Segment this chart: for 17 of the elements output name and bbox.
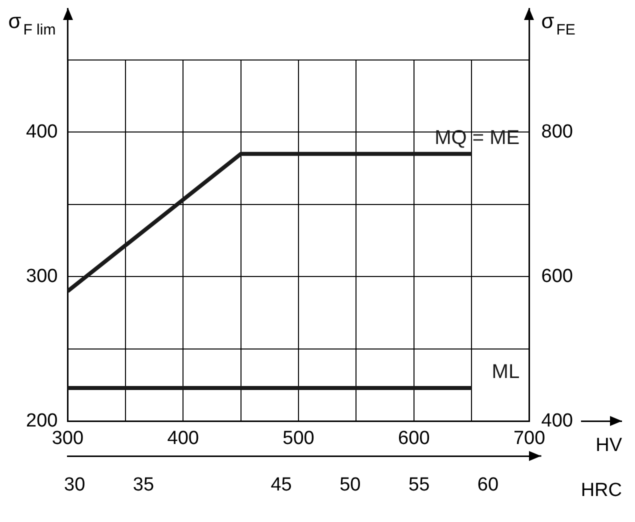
x-tick-label: 500 bbox=[282, 428, 314, 449]
y-tick-label: 300 bbox=[26, 266, 58, 287]
x2-tick-label: 35 bbox=[132, 474, 154, 496]
series-label: ML bbox=[492, 360, 520, 383]
series-label: MQ = ME bbox=[434, 126, 520, 149]
x2-tick-label: 30 bbox=[64, 474, 86, 496]
x2-tick-label: 50 bbox=[340, 474, 361, 496]
x-tick-label: 600 bbox=[398, 428, 430, 449]
x-axis-title: HV bbox=[596, 435, 622, 456]
y2-tick-label: 600 bbox=[541, 266, 573, 287]
x2-tick-label: 45 bbox=[270, 474, 292, 496]
x2-tick-label: 60 bbox=[477, 474, 499, 496]
x2-tick-label: 55 bbox=[408, 474, 430, 496]
y2-tick-label: 800 bbox=[541, 121, 573, 142]
y-tick-label: 400 bbox=[26, 121, 58, 142]
x-tick-label: 400 bbox=[167, 428, 199, 449]
x2-axis-title: HRC bbox=[580, 480, 622, 501]
